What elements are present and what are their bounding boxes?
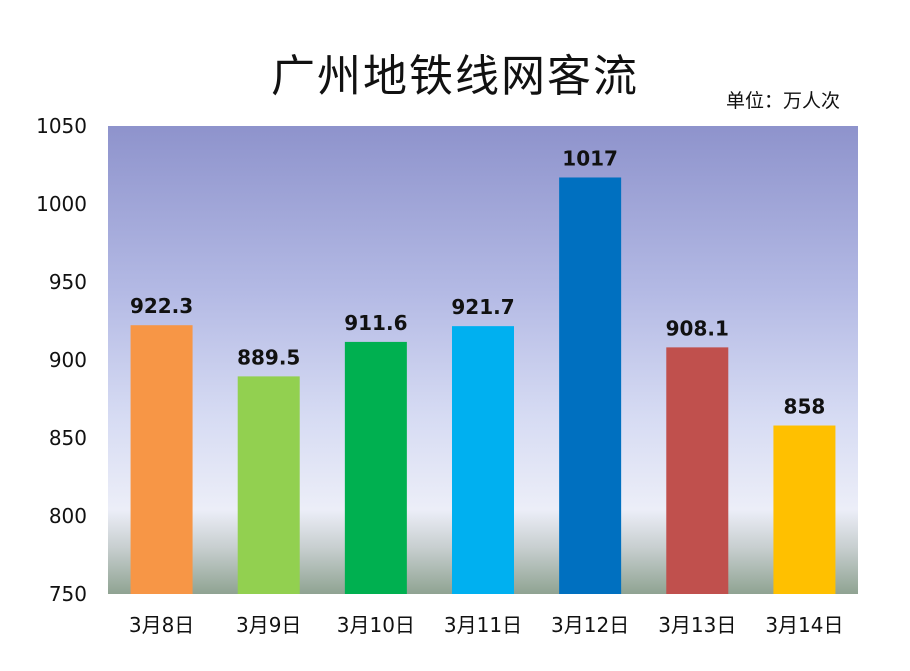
data-label: 922.3 — [130, 294, 193, 318]
y-tick-label: 1050 — [36, 114, 87, 138]
data-label: 1017 — [562, 146, 618, 170]
data-label: 911.6 — [344, 311, 407, 335]
bar — [344, 341, 407, 594]
chart-title: 广州地铁线网客流 — [271, 51, 639, 102]
unit-label: 单位：万人次 — [725, 90, 840, 112]
bar — [130, 325, 193, 594]
x-tick-label: 3月8日 — [129, 613, 194, 637]
y-tick-label: 1000 — [36, 192, 87, 216]
bar — [666, 347, 729, 594]
x-tick-label: 3月10日 — [337, 613, 415, 637]
data-label: 921.7 — [451, 295, 514, 319]
bar — [452, 326, 514, 594]
y-tick-label: 900 — [49, 348, 87, 372]
x-tick-label: 3月13日 — [658, 613, 736, 637]
y-tick-label: 800 — [49, 504, 87, 528]
bar — [773, 425, 836, 594]
data-label: 908.1 — [666, 316, 729, 340]
y-tick-label: 950 — [49, 270, 87, 294]
bar — [237, 376, 300, 594]
y-tick-label: 750 — [49, 582, 87, 606]
x-tick-label: 3月12日 — [551, 613, 629, 637]
x-tick-label: 3月14日 — [765, 613, 843, 637]
x-tick-label: 3月9日 — [236, 613, 301, 637]
y-tick-label: 850 — [49, 426, 87, 450]
bar — [559, 177, 622, 595]
x-tick-label: 3月11日 — [444, 613, 522, 637]
data-label: 858 — [784, 395, 826, 419]
data-label: 889.5 — [237, 345, 300, 369]
